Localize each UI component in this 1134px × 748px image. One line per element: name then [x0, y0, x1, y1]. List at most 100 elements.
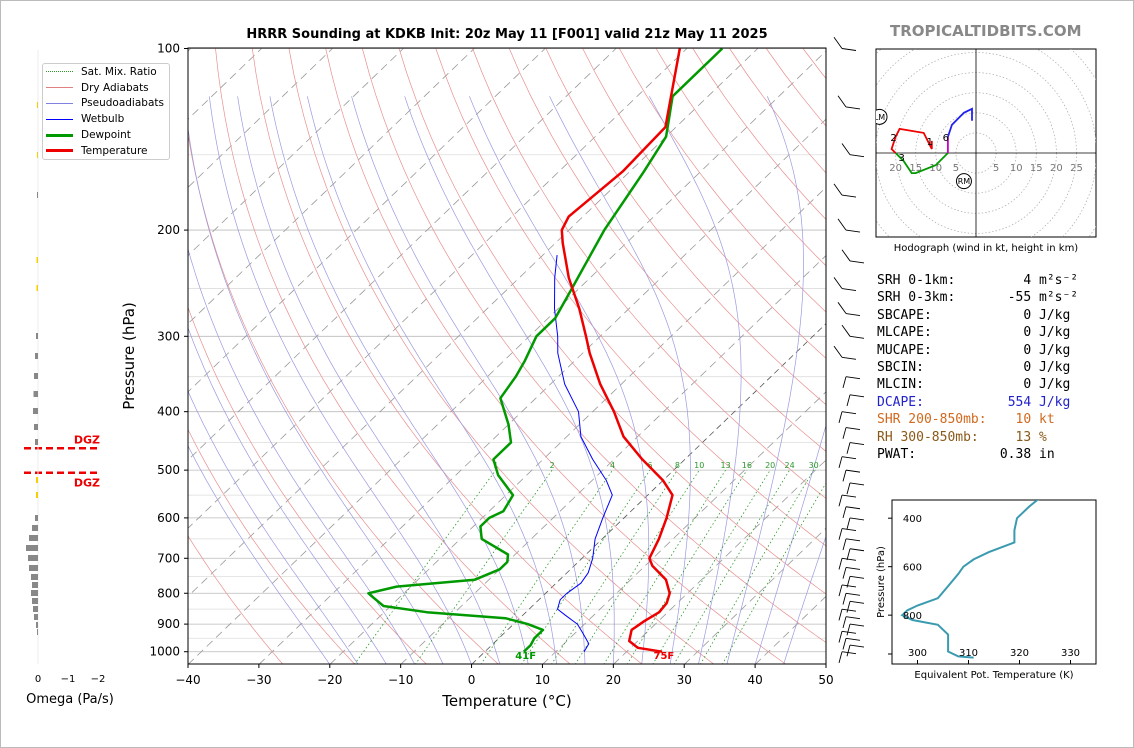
omega-axis-label: Omega (Pa/s): [26, 692, 114, 707]
wind-barb-flag: [841, 48, 857, 51]
stat-label: SRH 0-1km:: [877, 273, 956, 288]
x-tick-label: 10: [535, 673, 550, 687]
mixing-ratio-line: [603, 469, 726, 664]
wind-barb-flag: [841, 584, 857, 588]
omega-bar: [32, 525, 38, 531]
omega-bar: [35, 515, 38, 521]
hodograph-ring-label: 25: [1070, 163, 1083, 174]
wind-barb: [842, 470, 847, 482]
wind-barb: [837, 302, 847, 314]
omega-bar: [36, 333, 38, 339]
stat-row: SRH 0-1km: 4 m²s⁻²: [877, 272, 1097, 289]
pseudoadiabat: [188, 247, 415, 664]
y-tick-label: 500: [157, 463, 180, 477]
wind-barb: [846, 442, 851, 454]
hodograph-ring-label: 5: [993, 163, 999, 174]
omega-tick-label: 0: [35, 674, 41, 685]
mixing-ratio-line: [354, 469, 497, 664]
wind-barb-flag: [845, 567, 861, 570]
wind-barb-flag: [849, 260, 865, 264]
omega-bar: [33, 408, 38, 414]
wind-barb-flag: [841, 356, 857, 360]
storm-motion-label: RM: [958, 177, 971, 186]
stat-number: 0.38: [999, 447, 1032, 463]
theta-x-tick-label: 330: [1061, 648, 1080, 659]
mixing-ratio-label: 24: [784, 461, 794, 470]
wind-barb: [846, 624, 851, 636]
isotherm: [684, 527, 826, 664]
mixing-ratio-label: 30: [809, 461, 819, 470]
pseudoadiabat: [469, 96, 650, 664]
stat-number: -55: [1007, 290, 1032, 306]
mixing-ratio-label: 2: [550, 461, 555, 470]
stat-label: SBCIN:: [877, 360, 924, 376]
omega-bar: [36, 477, 38, 483]
wind-barb: [841, 324, 851, 337]
isotherm: [188, 48, 759, 597]
wind-barb: [838, 609, 843, 621]
wind-barb-flag: [841, 288, 857, 291]
stat-value: 10 kt: [1016, 411, 1097, 428]
hodograph-ring-label: 10: [1010, 163, 1023, 174]
theta-x-tick-label: 320: [1010, 648, 1029, 659]
omega-bar: [36, 622, 38, 628]
stat-value: 13 %: [1016, 429, 1097, 446]
legend-swatch: [46, 71, 73, 73]
stat-value: 0 J/kg: [1023, 342, 1097, 359]
dry-adiabat: [215, 48, 571, 664]
wind-barb-flag: [849, 644, 865, 648]
wind-barb-flag: [849, 517, 865, 521]
dgz-label: DGZ: [74, 477, 100, 490]
stat-label: MLCIN:: [877, 377, 924, 393]
y-tick-label: 200: [157, 223, 180, 237]
stat-unit: J/kg: [1039, 325, 1071, 341]
isotherm: [471, 323, 826, 664]
wind-barb: [833, 345, 843, 358]
wind-barb-flag: [841, 456, 857, 460]
dewpoint-line: [367, 48, 724, 653]
mixing-ratio-label: 4: [610, 461, 615, 470]
omega-bar: [26, 545, 38, 551]
wind-barb: [842, 593, 847, 605]
dry-adiabat: [325, 48, 787, 664]
omega-bar: [32, 598, 38, 604]
stat-label: MUCAPE:: [877, 342, 932, 358]
stat-unit: %: [1039, 429, 1047, 445]
hodograph-ring-label: 20: [1050, 163, 1063, 174]
wind-barb: [842, 538, 847, 551]
stat-row: MLCAPE: 0 J/kg: [877, 324, 1097, 341]
x-tick-label: 40: [747, 673, 762, 687]
mixing-ratio-line: [722, 482, 826, 664]
pseudoadiabat: [188, 445, 330, 664]
stat-value: 0 J/kg: [1023, 324, 1097, 341]
wind-barb: [841, 143, 851, 155]
y-tick-label: 800: [157, 586, 180, 600]
wind-barb: [838, 456, 843, 469]
stat-row: DCAPE: 554 J/kg: [877, 394, 1097, 411]
stat-row: PWAT: 0.38 in: [877, 446, 1097, 463]
omega-bar: [36, 257, 38, 263]
y-tick-label: 300: [157, 329, 180, 343]
surface-value-label: 75F: [654, 651, 675, 662]
legend-label: Temperature: [81, 144, 148, 157]
legend-label: Sat. Mix. Ratio: [81, 65, 157, 78]
legend-item: Dewpoint: [43, 127, 169, 143]
isotherm: [188, 48, 688, 529]
stat-label: SRH 0-3km:: [877, 290, 956, 306]
wind-barb-flag: [845, 637, 861, 641]
wind-barb: [846, 482, 851, 495]
wind-barb-flag: [849, 575, 865, 579]
pseudoadiabat: [649, 96, 742, 664]
hodograph-ring-label: 20: [889, 163, 902, 174]
dry-adiabat: [288, 48, 715, 664]
legend-item: Sat. Mix. Ratio: [43, 64, 169, 80]
wind-barb: [846, 548, 851, 561]
isotherm: [329, 186, 826, 664]
stat-number: 10: [1015, 412, 1032, 428]
isotherm: [188, 48, 546, 393]
omega-bar: [31, 590, 38, 596]
wind-barb-flag: [841, 194, 857, 198]
mixing-ratio-line: [700, 469, 815, 664]
storm-motion-marker: [876, 108, 888, 125]
pseudoadiabat: [726, 96, 804, 664]
